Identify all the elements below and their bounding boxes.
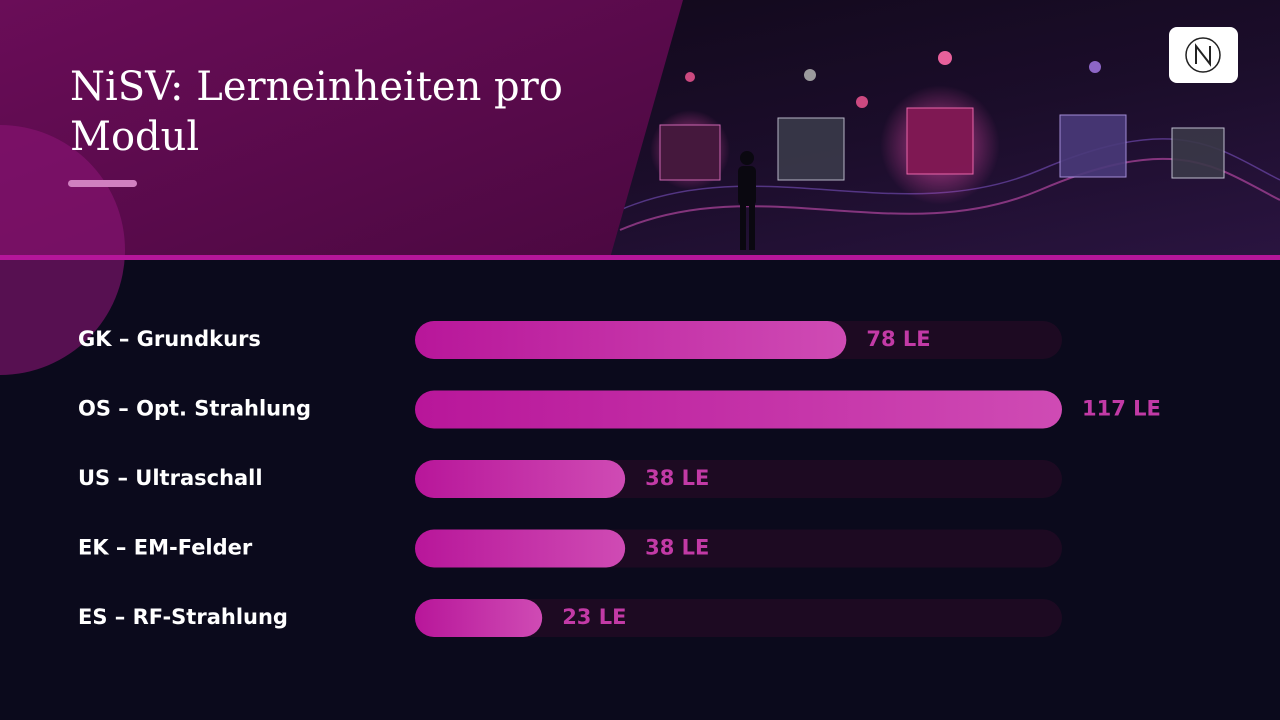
category-label: ES – RF-Strahlung xyxy=(78,605,288,629)
category-label: US – Ultraschall xyxy=(78,466,263,490)
bar xyxy=(415,529,626,568)
header-circle xyxy=(0,125,125,375)
chart-title: NiSV: Lerneinheiten pro Modul xyxy=(70,64,563,160)
category-label: EK – EM-Felder xyxy=(78,536,253,560)
value-label: 23 LE xyxy=(562,605,626,629)
header-rule xyxy=(0,255,1280,260)
value-label: 38 LE xyxy=(645,466,709,490)
value-label: 38 LE xyxy=(645,536,709,560)
cubes xyxy=(650,51,1225,205)
title-line: Modul xyxy=(70,114,199,160)
category-label: GK – Grundkurs xyxy=(78,327,261,351)
person xyxy=(738,151,756,250)
title-underline xyxy=(68,180,137,187)
bar xyxy=(415,321,847,359)
bar xyxy=(415,390,1062,429)
bar xyxy=(415,599,543,637)
bar-track xyxy=(415,599,1062,637)
value-label: 78 LE xyxy=(866,327,930,351)
category-label: OS – Opt. Strahlung xyxy=(78,397,311,421)
header-panel xyxy=(0,0,683,258)
title-line: NiSV: Lerneinheiten pro xyxy=(70,64,563,110)
value-label: 117 LE xyxy=(1082,397,1161,421)
bar xyxy=(415,460,626,498)
logo xyxy=(1169,27,1238,83)
bar-chart: GK – Grundkurs 78 LE OS – Opt. Strahlung 11… xyxy=(78,321,1161,637)
